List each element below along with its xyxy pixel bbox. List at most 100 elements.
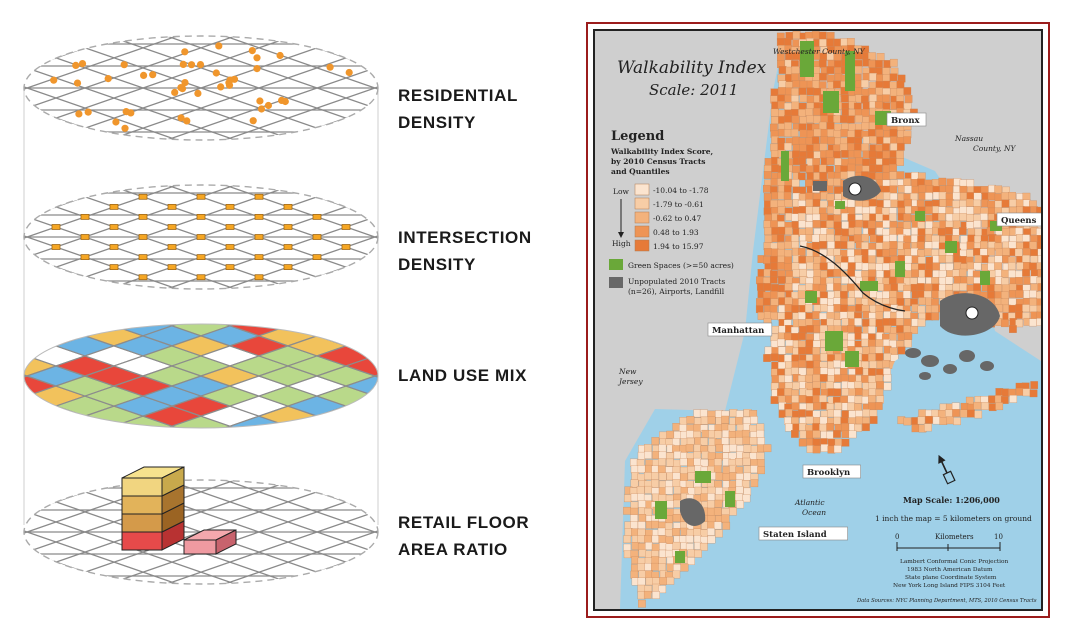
residential-density-layer xyxy=(23,35,379,141)
intersection-marker xyxy=(312,213,322,220)
legend-class-label: -0.62 to 0.47 xyxy=(653,214,701,223)
legend-swatch xyxy=(634,225,650,238)
intersection-marker xyxy=(312,254,322,261)
intersection-marker xyxy=(341,224,351,230)
nassau-label: County, NY xyxy=(973,144,1017,153)
bay-islands xyxy=(905,348,994,380)
legend-class-label: -1.79 to -0.61 xyxy=(653,200,704,209)
walkability-map[interactable]: Walkability Index Scale: 2011 Legend Wal… xyxy=(593,29,1043,611)
residential-density-label: RESIDENTIAL DENSITY xyxy=(398,82,518,136)
retail-floor-area-label: RETAIL FLOOR AREA RATIO xyxy=(398,509,529,563)
data-sources: Data Sources: NYC Planning Department, M… xyxy=(856,598,1037,604)
north-arrow-icon xyxy=(938,454,956,485)
intersection-marker xyxy=(80,254,90,261)
atlantic-label: Ocean xyxy=(802,508,826,517)
household-dot xyxy=(171,88,179,96)
household-dot xyxy=(122,108,130,116)
retail-building-low xyxy=(215,529,237,555)
intersection-marker xyxy=(167,264,177,271)
household-dot xyxy=(196,61,205,69)
label-line: RESIDENTIAL xyxy=(398,86,518,105)
intersection-marker xyxy=(225,224,235,230)
layer-outline xyxy=(23,323,379,429)
household-dot xyxy=(249,117,257,125)
borough-label: Staten Island xyxy=(763,530,827,540)
new-jersey-label: New xyxy=(618,367,637,376)
household-dot xyxy=(212,69,220,77)
household-dot xyxy=(278,96,286,104)
layer-outline xyxy=(23,35,379,141)
marsh-island xyxy=(921,355,939,367)
label-line: AREA RATIO xyxy=(398,540,508,559)
layers-diagram: RESIDENTIAL DENSITY INTERSECTION DENSITY… xyxy=(23,35,532,585)
projection-text: State plane Coordinate System xyxy=(905,575,997,581)
household-dot xyxy=(75,110,83,118)
household-dot xyxy=(276,51,284,60)
intersection-marker xyxy=(225,244,235,250)
scale-title: Map Scale: 1:206,000 xyxy=(903,495,1000,505)
green-space xyxy=(825,331,843,351)
legend-unpop-label: Unpopulated 2010 Tracts xyxy=(628,277,725,286)
retail-building-floor xyxy=(121,477,163,497)
household-dot xyxy=(177,84,185,92)
legend-swatch xyxy=(634,239,650,252)
map-title: Walkability Index xyxy=(617,58,767,78)
borough-label-box xyxy=(996,212,1041,227)
borough-label-box xyxy=(802,464,861,479)
layers-diagram-graphic xyxy=(23,35,379,585)
westchester-nassau-land xyxy=(765,31,1041,361)
legend-swatch xyxy=(634,211,650,224)
retail-building-floor xyxy=(121,495,163,515)
borough-label: Brooklyn xyxy=(807,468,850,478)
intersection-marker xyxy=(196,213,206,220)
legend-classes: -10.04 to -1.78 -1.79 to -0.61 -0.62 to 0.… xyxy=(634,183,709,252)
household-dot xyxy=(215,42,223,50)
label-line: DENSITY xyxy=(398,113,476,132)
household-dot xyxy=(149,71,157,79)
household-dot xyxy=(84,108,92,116)
green-space xyxy=(695,471,711,483)
new-jersey-land xyxy=(595,31,785,609)
legend-heading: Legend xyxy=(611,129,664,144)
legend-subtitle: and Quantiles xyxy=(611,167,670,176)
legend-class-label: 0.48 to 1.93 xyxy=(653,228,699,237)
intersection-density-label: INTERSECTION DENSITY xyxy=(398,224,532,278)
intersection-marker xyxy=(109,224,119,230)
household-dot xyxy=(177,114,185,122)
intersection-marker xyxy=(51,224,61,230)
household-dot xyxy=(187,61,196,69)
borough-label-box xyxy=(886,112,927,127)
intersection-marker xyxy=(109,264,119,271)
map-subtitle: Scale: 2011 xyxy=(649,81,738,99)
intersection-marker xyxy=(254,254,264,261)
fresh-kills-landfill xyxy=(680,498,706,526)
household-dot xyxy=(257,105,266,113)
borough-label: Bronx xyxy=(891,116,921,126)
airport-icon xyxy=(848,182,862,196)
new-jersey-label: Jersey xyxy=(617,377,643,386)
household-dot xyxy=(194,89,202,97)
scale-tick-end: 10 xyxy=(994,533,1003,541)
legend-swatch xyxy=(634,183,650,196)
intersection-marker xyxy=(138,234,148,240)
atlantic-label: Atlantic xyxy=(794,498,825,507)
household-dot xyxy=(50,76,58,84)
green-space xyxy=(895,261,905,277)
marsh-island xyxy=(959,350,975,362)
intersection-marker xyxy=(254,234,264,240)
legend-high: High xyxy=(612,239,631,248)
intersection-marker xyxy=(51,244,61,250)
green-space xyxy=(725,491,735,507)
household-dot xyxy=(179,60,187,68)
household-dot xyxy=(225,81,234,89)
intersection-marker xyxy=(109,203,119,210)
scale-unit: Kilometers xyxy=(935,533,974,541)
household-dot xyxy=(112,118,120,126)
intersection-marker xyxy=(225,203,235,210)
retail-building-floor xyxy=(121,513,163,533)
intersection-marker xyxy=(283,203,293,210)
label-line: DENSITY xyxy=(398,255,476,274)
projection-text: 1983 North American Datum xyxy=(907,567,993,573)
intersection-marker xyxy=(167,244,177,250)
household-dot xyxy=(183,117,191,125)
